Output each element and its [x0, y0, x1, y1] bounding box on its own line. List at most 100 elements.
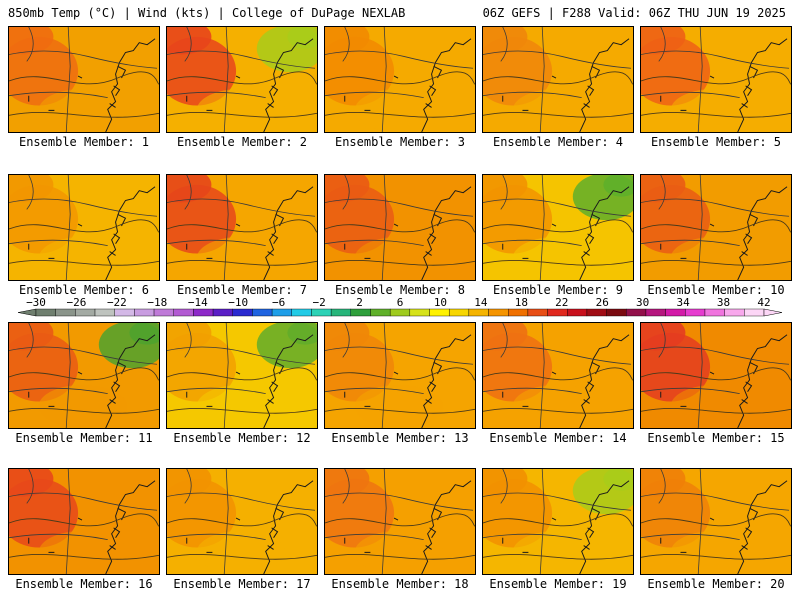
temperature-field-map	[641, 27, 791, 132]
state-border	[697, 175, 703, 280]
coastline	[263, 186, 314, 280]
height-contour	[9, 71, 159, 85]
great-lakes-border	[342, 323, 350, 358]
colorbar-swatch	[586, 308, 607, 317]
great-lakes-border	[26, 469, 34, 504]
temperature-field-region	[670, 236, 760, 280]
ensemble-map-panel	[482, 468, 634, 575]
temperature-field-map	[167, 323, 317, 428]
warm-temperature-region	[483, 323, 528, 351]
colorbar-max-arrow	[763, 308, 783, 317]
warm-temperature-region	[483, 175, 528, 203]
temperature-field-map	[167, 469, 317, 574]
colorbar-swatch	[389, 308, 411, 317]
colorbar-tick-label: 42	[757, 297, 770, 309]
temperature-field-map	[483, 27, 633, 132]
height-contour	[167, 554, 317, 560]
state-border	[9, 387, 108, 395]
state-border	[697, 469, 703, 574]
colorbar-tick-label: 22	[555, 297, 568, 309]
state-border	[381, 27, 387, 132]
coastline	[105, 480, 156, 574]
wind-barb	[660, 371, 715, 407]
height-contour	[9, 219, 159, 233]
colorbar-swatch	[409, 308, 430, 317]
height-contour	[641, 408, 791, 414]
ensemble-map-panel	[324, 174, 476, 281]
ensemble-member-label: Ensemble Member: 11	[15, 431, 153, 445]
ensemble-member-label: Ensemble Member: 16	[15, 577, 153, 591]
state-border	[325, 239, 424, 247]
state-border	[641, 239, 740, 247]
coastline	[105, 186, 156, 280]
great-lakes-border	[658, 469, 666, 504]
warm-temperature-region	[167, 469, 212, 497]
temperature-field-map	[9, 323, 159, 428]
cool-temperature-region	[603, 175, 633, 197]
height-contour	[9, 260, 159, 266]
height-contour	[167, 112, 317, 118]
colorbar-tick-label: 6	[397, 297, 404, 309]
temperature-field-map	[641, 175, 791, 280]
ensemble-member-label: Ensemble Member: 6	[18, 283, 150, 297]
warm-temperature-region	[9, 27, 54, 55]
colorbar-swatch	[153, 308, 174, 317]
wind-barb	[28, 517, 83, 553]
state-border	[223, 27, 229, 132]
great-lakes-border	[500, 27, 508, 62]
ensemble-map-panel	[640, 174, 792, 281]
colorbar-tick-label: −14	[188, 297, 208, 309]
state-border	[9, 239, 108, 247]
height-contour	[325, 367, 475, 381]
colorbar-swatch	[134, 308, 155, 317]
coastline	[105, 38, 156, 132]
temperature-field-map	[641, 323, 791, 428]
great-lakes-border	[658, 175, 666, 210]
colorbar-swatch	[370, 308, 391, 317]
colorbar-swatch	[724, 308, 745, 317]
warm-temperature-region	[167, 27, 212, 55]
ensemble-map-panel	[640, 468, 792, 575]
colorbar-swatch	[527, 308, 548, 317]
ensemble-map-panel	[482, 322, 634, 429]
warm-temperature-region	[325, 323, 370, 351]
wind-barb	[344, 223, 399, 259]
temperature-field-map	[9, 469, 159, 574]
colorbar-swatch	[291, 308, 312, 317]
colorbar-tick-label: −26	[67, 297, 87, 309]
state-border	[325, 387, 424, 395]
warm-temperature-region	[641, 323, 686, 351]
height-contour	[9, 554, 159, 560]
height-contour	[483, 513, 633, 527]
height-contour	[325, 513, 475, 527]
state-border	[65, 323, 71, 428]
temperature-field-map	[167, 27, 317, 132]
state-border	[9, 533, 108, 541]
temperature-field-region	[196, 384, 286, 428]
temperature-field-map	[325, 469, 475, 574]
height-contour	[9, 367, 159, 381]
height-contour	[641, 71, 791, 85]
great-lakes-border	[26, 27, 34, 62]
ensemble-member-label: Ensemble Member: 2	[176, 135, 308, 149]
ensemble-map-panel	[482, 174, 634, 281]
wind-barb	[344, 371, 399, 407]
great-lakes-border	[342, 469, 350, 504]
temperature-field-region	[512, 88, 602, 132]
colorbar-swatch	[547, 308, 568, 317]
colorbar-swatch	[685, 308, 706, 317]
coastline	[579, 186, 630, 280]
wind-barb	[660, 517, 715, 553]
coastline	[579, 480, 630, 574]
colorbar-swatch	[330, 308, 352, 317]
coastline	[421, 38, 472, 132]
colorbar-swatch	[35, 308, 56, 317]
wind-barb	[502, 223, 557, 259]
colorbar-swatch	[193, 308, 214, 317]
coastline	[421, 480, 472, 574]
ensemble-map-panel	[324, 26, 476, 133]
ensemble-member-label: Ensemble Member: 3	[334, 135, 466, 149]
height-contour	[325, 112, 475, 118]
ensemble-map-panel	[166, 468, 318, 575]
wind-barb	[186, 75, 241, 111]
